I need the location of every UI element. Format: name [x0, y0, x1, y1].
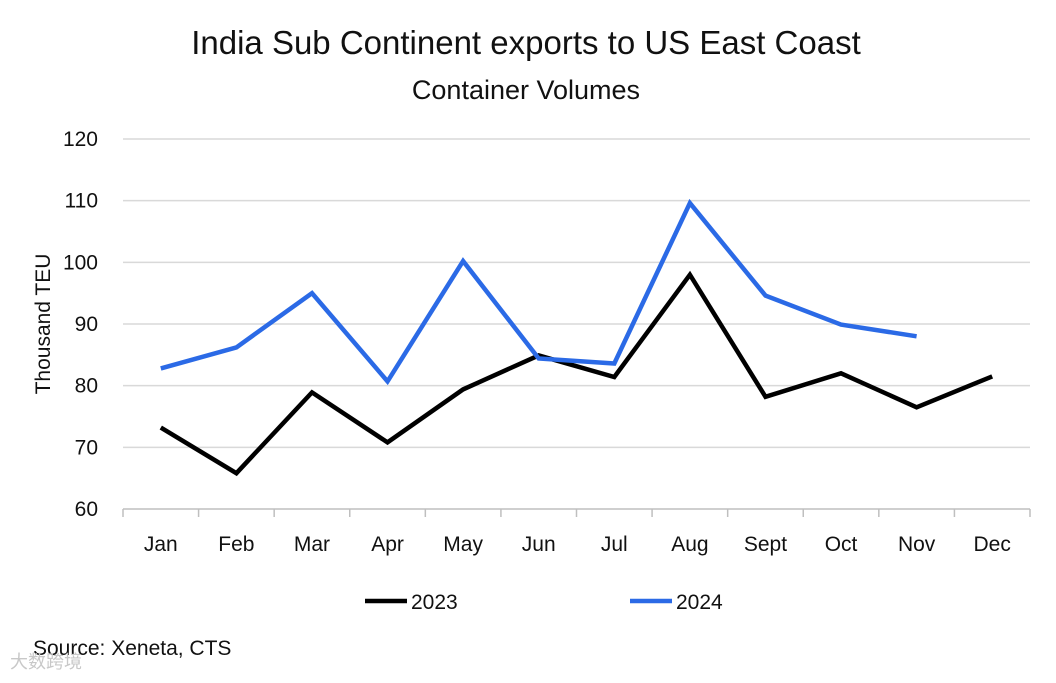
x-tick-label: Jun — [522, 533, 556, 556]
y-tick-label: 100 — [63, 251, 98, 274]
source-note: Source: Xeneta, CTS — [33, 637, 232, 660]
x-tick-label: Sept — [744, 533, 787, 556]
x-tick-label: Jul — [601, 533, 628, 556]
y-tick-label: 90 — [75, 313, 98, 336]
legend-label-2023: 2023 — [411, 591, 458, 614]
x-tick-label: Nov — [898, 533, 936, 556]
y-tick-label: 60 — [75, 498, 98, 521]
watermark: 大数跨境 — [10, 652, 82, 672]
chart-subtitle: Container Volumes — [412, 75, 640, 105]
x-axis: Jan Feb Mar Apr May Jun Jul Aug Sept Oct Nov Dec — [122, 508, 1031, 556]
x-tick-label: Aug — [671, 533, 708, 556]
y-axis-ticks: 60 70 80 90 100 110 120 — [63, 128, 98, 521]
y-tick-label: 70 — [75, 436, 98, 459]
x-tick-label: Oct — [825, 533, 858, 556]
legend-label-2024: 2024 — [676, 591, 723, 614]
x-tick-label: Dec — [974, 533, 1011, 556]
x-tick-label: May — [443, 533, 483, 556]
x-tick-label: Jan — [144, 533, 178, 556]
y-axis-label: Thousand TEU — [32, 254, 55, 395]
gridlines — [123, 138, 1030, 449]
series-lines — [159, 198, 994, 477]
x-tick-label: Mar — [294, 533, 330, 556]
legend: 2023 2024 — [365, 591, 723, 614]
x-tick-label: Apr — [371, 533, 404, 556]
series-line-2023 — [159, 270, 994, 477]
series-line-2024 — [160, 198, 917, 386]
y-tick-label: 80 — [75, 375, 98, 398]
y-tick-label: 110 — [65, 190, 98, 213]
y-tick-label: 120 — [63, 128, 98, 151]
x-tick-label: Feb — [218, 533, 254, 556]
chart-title: India Sub Continent exports to US East C… — [191, 24, 861, 61]
